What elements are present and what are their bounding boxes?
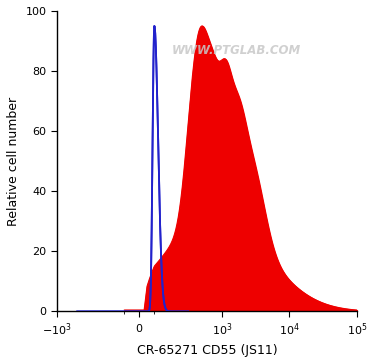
Text: WWW.PTGLAB.COM: WWW.PTGLAB.COM bbox=[172, 44, 301, 56]
Y-axis label: Relative cell number: Relative cell number bbox=[7, 97, 20, 226]
X-axis label: CR-65271 CD55 (JS11): CR-65271 CD55 (JS11) bbox=[137, 344, 277, 357]
